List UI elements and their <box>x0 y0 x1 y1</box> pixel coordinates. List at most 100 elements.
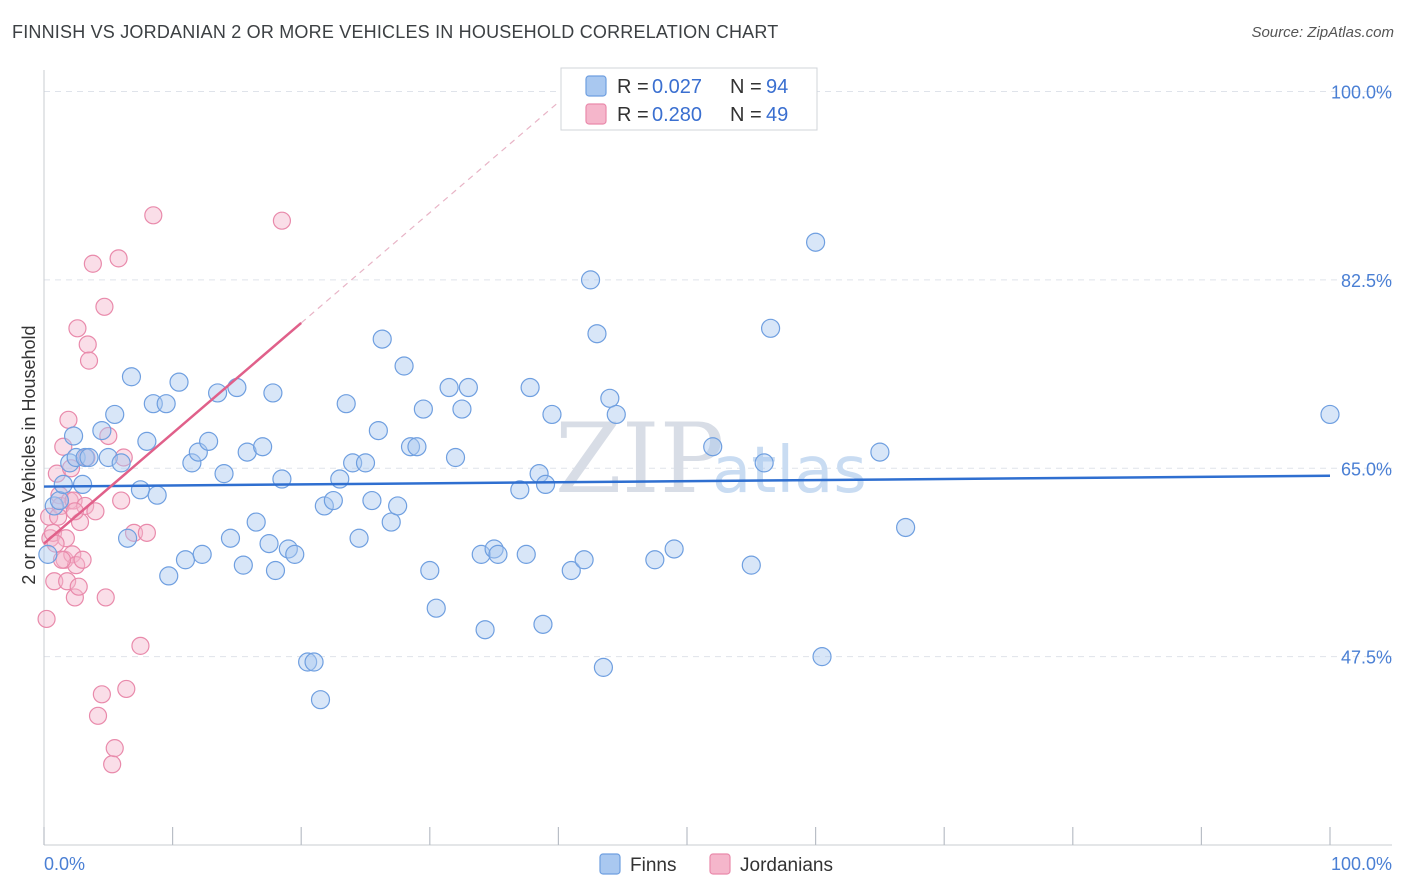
finns-point <box>484 539 504 559</box>
legend-jordanians-r-value: 0.280 <box>652 104 702 126</box>
finns-point <box>192 544 212 564</box>
finns-point <box>703 437 723 457</box>
finns-point <box>452 399 472 419</box>
jordanians-point <box>68 319 87 338</box>
finns-point <box>259 534 279 554</box>
finns-point <box>439 377 459 398</box>
y-tick-label: 65.0% <box>1341 459 1392 479</box>
jordanians-point <box>272 211 292 230</box>
finns-point <box>488 544 508 564</box>
finns-point <box>285 544 305 564</box>
jordanians-point <box>92 685 111 704</box>
finns-point <box>355 453 376 473</box>
finns-point <box>137 431 157 451</box>
finns-point <box>278 539 298 559</box>
legend-finns-swatch <box>585 75 607 97</box>
jordanians-point <box>117 679 136 699</box>
jordanians-point <box>78 335 97 354</box>
correlation-legend: R = 0.027 N = 94 R = 0.280 N = 49 <box>560 67 818 131</box>
finns-point <box>182 453 202 473</box>
finns-point <box>79 447 99 468</box>
finns-point <box>72 474 93 495</box>
finns-point <box>580 270 601 290</box>
jordanians-point <box>86 502 105 521</box>
finns-point <box>111 453 131 473</box>
finns-point <box>147 485 167 505</box>
jordanians-point <box>69 577 88 596</box>
finns-point <box>63 426 84 446</box>
jordanians-point <box>103 755 122 774</box>
finns-point <box>323 490 343 511</box>
jordanians-point <box>131 636 150 655</box>
finns-point <box>533 614 553 634</box>
legend-finns-n-label: N = <box>730 76 762 98</box>
jordanians-point <box>96 588 115 607</box>
finns-point <box>870 442 890 462</box>
jordanians-point <box>137 523 156 542</box>
finns-point <box>445 447 466 468</box>
finns-point <box>265 560 286 581</box>
finns-point <box>310 690 331 710</box>
finns-point <box>130 480 151 500</box>
series-legend-finns-swatch[interactable] <box>599 853 621 875</box>
y-axis-title: 2 or more Vehicles in Household <box>19 325 39 584</box>
finns-point <box>574 550 594 570</box>
x-tick-label: 100.0% <box>1331 854 1392 874</box>
finns-point <box>199 431 219 451</box>
finns-point <box>227 377 247 398</box>
jordanians-point <box>52 550 72 569</box>
finns-point <box>304 652 324 672</box>
jordanians-point <box>37 609 56 629</box>
finns-points <box>38 232 1340 710</box>
finns-point <box>53 474 73 495</box>
finns-point <box>246 512 266 532</box>
jordanians-point <box>56 529 75 548</box>
finns-point <box>175 550 196 570</box>
jordanians-point <box>95 297 114 316</box>
jordanians-trend-extension <box>300 101 559 324</box>
legend-jordanians-swatch <box>585 103 607 125</box>
finns-point <box>606 404 626 425</box>
series-legend-jordanians-label[interactable]: Jordanians <box>740 855 833 876</box>
finns-point <box>368 420 388 441</box>
finns-point <box>253 437 273 457</box>
finns-point <box>237 442 257 462</box>
series-legend-finns-label[interactable]: Finns <box>630 855 676 876</box>
finns-point <box>49 490 70 511</box>
legend-jordanians-r-label: R = <box>617 104 649 126</box>
finns-point <box>92 420 112 441</box>
finns-point <box>760 318 781 338</box>
legend-jordanians-n-label: N = <box>730 104 762 126</box>
finns-point <box>420 560 440 581</box>
finns-point <box>314 496 334 516</box>
finns-point <box>542 404 562 425</box>
finns-point <box>458 377 478 398</box>
jordanians-point <box>79 351 99 370</box>
finns-point <box>220 528 241 548</box>
jordanians-point <box>76 496 95 516</box>
jordanians-point <box>63 545 82 564</box>
jordanians-point <box>59 410 78 429</box>
finns-point <box>896 517 916 538</box>
chart-source: Source: ZipAtlas.com <box>1251 24 1394 41</box>
finns-point <box>156 394 176 414</box>
finns-point <box>475 620 495 640</box>
finns-point <box>587 324 607 344</box>
finns-point <box>413 399 433 419</box>
finns-point <box>394 356 414 376</box>
finns-point <box>298 652 318 672</box>
finns-point <box>60 453 80 473</box>
finns-point <box>214 464 234 484</box>
series-legend-jordanians-swatch[interactable] <box>709 853 731 875</box>
finns-point <box>535 474 556 495</box>
chart-title: FINNISH VS JORDANIAN 2 OR MORE VEHICLES … <box>12 22 779 42</box>
jordanians-trend-line <box>43 322 303 545</box>
jordanians-point <box>49 507 68 526</box>
jordanians-point <box>99 426 118 446</box>
finns-point <box>805 232 826 252</box>
finns-point <box>362 490 382 511</box>
finns-point <box>349 528 369 548</box>
finns-point <box>44 496 64 516</box>
jordanians-point <box>105 739 124 758</box>
